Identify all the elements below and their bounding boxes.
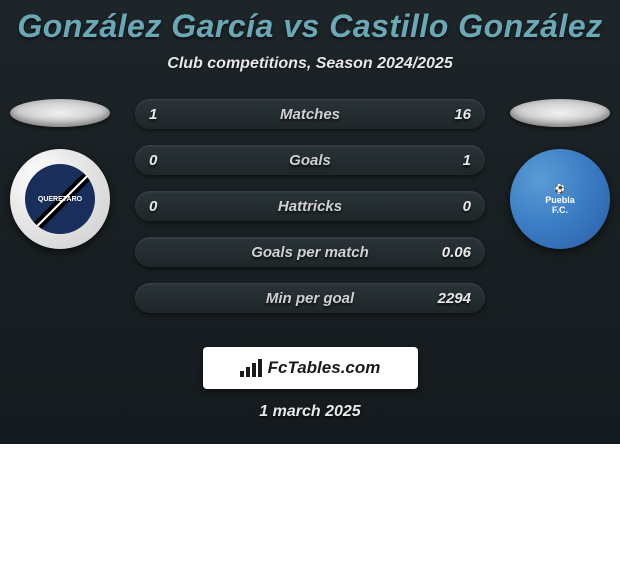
date-text: 1 march 2025 bbox=[0, 403, 620, 421]
stat-row-goals-per-match: Goals per match 0.06 bbox=[135, 237, 485, 267]
stat-row-hattricks: 0 Hattricks 0 bbox=[135, 191, 485, 221]
stat-row-matches: 1 Matches 16 bbox=[135, 99, 485, 129]
page-title: González García vs Castillo González bbox=[0, 0, 620, 45]
player-right-avatar-placeholder bbox=[510, 99, 610, 127]
stat-right-value: 1 bbox=[421, 152, 471, 169]
stat-label: Min per goal bbox=[266, 290, 354, 307]
stat-row-goals: 0 Goals 1 bbox=[135, 145, 485, 175]
footer-brand-text: FcTables.com bbox=[268, 358, 381, 378]
puebla-badge-icon: ⚽PueblaF.C. bbox=[530, 169, 590, 229]
stat-left-value: 0 bbox=[149, 198, 199, 215]
stat-left-value: 0 bbox=[149, 152, 199, 169]
club-logo-right: ⚽PueblaF.C. bbox=[510, 149, 610, 249]
stat-left-value: 1 bbox=[149, 106, 199, 123]
comparison-content: QUERETARO ⚽PueblaF.C. 1 Matches 16 0 Goa… bbox=[0, 99, 620, 329]
stat-right-value: 0.06 bbox=[421, 244, 471, 261]
comparison-widget: González García vs Castillo González Clu… bbox=[0, 0, 620, 444]
bar-chart-icon bbox=[240, 359, 262, 377]
stat-label: Goals bbox=[289, 152, 331, 169]
stat-label: Matches bbox=[280, 106, 340, 123]
queretaro-badge-icon: QUERETARO bbox=[25, 164, 95, 234]
fctables-link[interactable]: FcTables.com bbox=[203, 347, 418, 389]
stat-label: Goals per match bbox=[251, 244, 369, 261]
stat-right-value: 2294 bbox=[421, 290, 471, 307]
stat-label: Hattricks bbox=[278, 198, 342, 215]
player-left-avatar-placeholder bbox=[10, 99, 110, 127]
player-right-column: ⚽PueblaF.C. bbox=[500, 99, 620, 249]
club-logo-left: QUERETARO bbox=[10, 149, 110, 249]
stat-right-value: 0 bbox=[421, 198, 471, 215]
stat-row-min-per-goal: Min per goal 2294 bbox=[135, 283, 485, 313]
stats-list: 1 Matches 16 0 Goals 1 0 Hattricks 0 Goa… bbox=[135, 99, 485, 313]
subtitle: Club competitions, Season 2024/2025 bbox=[0, 55, 620, 73]
player-left-column: QUERETARO bbox=[0, 99, 120, 249]
stat-right-value: 16 bbox=[421, 106, 471, 123]
